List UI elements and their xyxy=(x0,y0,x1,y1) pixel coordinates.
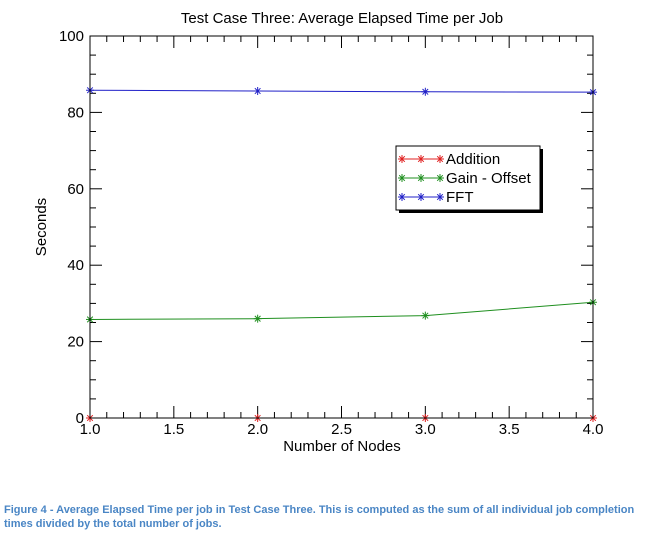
series-line-1 xyxy=(89,301,594,320)
y-tick-label: 20 xyxy=(67,334,84,351)
axis-ticks xyxy=(89,35,594,419)
legend-label: Addition xyxy=(446,151,500,168)
legend-marker xyxy=(398,155,406,163)
legend-marker xyxy=(436,174,444,182)
x-axis-label: Number of Nodes xyxy=(283,438,401,455)
series-layer xyxy=(86,86,597,422)
legend-marker xyxy=(417,174,425,182)
legend-label: FFT xyxy=(446,189,474,206)
data-point xyxy=(253,87,262,96)
tick-labels: 1.0 1.5 2.0 2.5 3.0 3.5 4.0 0 20 40 60 80 100 xyxy=(59,28,603,438)
x-tick-label: 1.0 xyxy=(80,421,101,438)
series-line-2 xyxy=(89,89,594,93)
x-tick-label: 3.0 xyxy=(415,421,436,438)
legend-marker xyxy=(436,155,444,163)
y-tick-label: 0 xyxy=(76,410,84,427)
legend-marker xyxy=(417,193,425,201)
y-tick-label: 100 xyxy=(59,28,84,45)
legend-marker xyxy=(417,155,425,163)
legend: Addition Gain - Offset FFT xyxy=(395,145,543,213)
data-point xyxy=(421,87,430,96)
x-tick-label: 2.0 xyxy=(247,421,268,438)
legend-marker xyxy=(436,193,444,201)
y-tick-label: 40 xyxy=(67,257,84,274)
y-axis-label: Seconds xyxy=(33,198,50,256)
data-point xyxy=(253,314,262,323)
x-tick-label: 3.5 xyxy=(499,421,520,438)
y-tick-label: 60 xyxy=(67,181,84,198)
plot-frame xyxy=(89,35,594,419)
chart-title: Test Case Three: Average Elapsed Time pe… xyxy=(181,10,503,27)
x-tick-label: 4.0 xyxy=(583,421,604,438)
y-tick-label: 80 xyxy=(67,104,84,121)
legend-label: Gain - Offset xyxy=(446,170,532,187)
data-point xyxy=(421,311,430,320)
figure-caption: Figure 4 - Average Elapsed Time per job … xyxy=(4,504,635,530)
x-tick-label: 2.5 xyxy=(331,421,352,438)
legend-marker xyxy=(398,174,406,182)
legend-marker xyxy=(398,193,406,201)
x-tick-label: 1.5 xyxy=(163,421,184,438)
